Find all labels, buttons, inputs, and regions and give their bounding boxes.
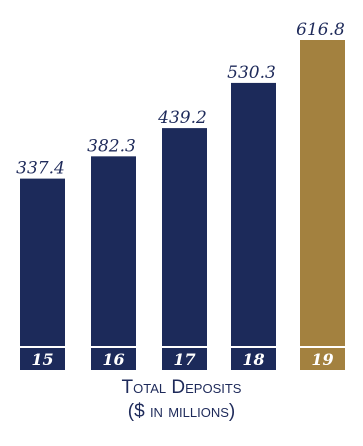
category-label-15: 15 — [31, 350, 53, 369]
chart-title: Total Deposits — [121, 377, 242, 398]
category-label-17: 17 — [173, 350, 195, 369]
value-label-17: 439.2 — [157, 108, 207, 128]
value-label-18: 530.3 — [227, 63, 276, 83]
chart-subtitle: ($ in millions) — [127, 401, 236, 422]
category-box-19 — [300, 348, 345, 370]
category-box-18 — [231, 348, 276, 370]
bar-18 — [231, 82, 276, 346]
category-box-16 — [91, 348, 136, 370]
value-label-16: 382.3 — [87, 136, 136, 156]
category-label-18: 18 — [242, 350, 264, 369]
bar-17 — [162, 128, 207, 346]
value-label-19: 616.8 — [296, 20, 345, 40]
category-label-19: 19 — [311, 350, 333, 369]
category-box-15 — [20, 348, 65, 370]
value-label-15: 337.4 — [16, 159, 65, 179]
bar-19 — [300, 40, 345, 346]
bar-15 — [20, 178, 65, 346]
category-box-17 — [162, 348, 207, 370]
bar-16 — [91, 156, 136, 346]
category-label-16: 16 — [102, 350, 124, 369]
